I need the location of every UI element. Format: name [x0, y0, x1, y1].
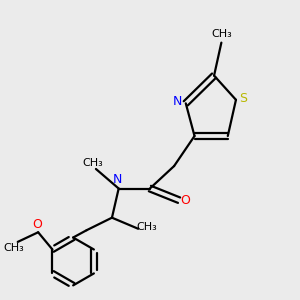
Text: CH₃: CH₃	[82, 158, 103, 167]
Text: N: N	[112, 173, 122, 186]
Text: CH₃: CH₃	[4, 243, 25, 253]
Text: O: O	[181, 194, 190, 207]
Text: N: N	[172, 95, 182, 108]
Text: CH₃: CH₃	[211, 29, 232, 39]
Text: CH₃: CH₃	[136, 222, 157, 232]
Text: O: O	[32, 218, 42, 232]
Text: S: S	[239, 92, 247, 105]
